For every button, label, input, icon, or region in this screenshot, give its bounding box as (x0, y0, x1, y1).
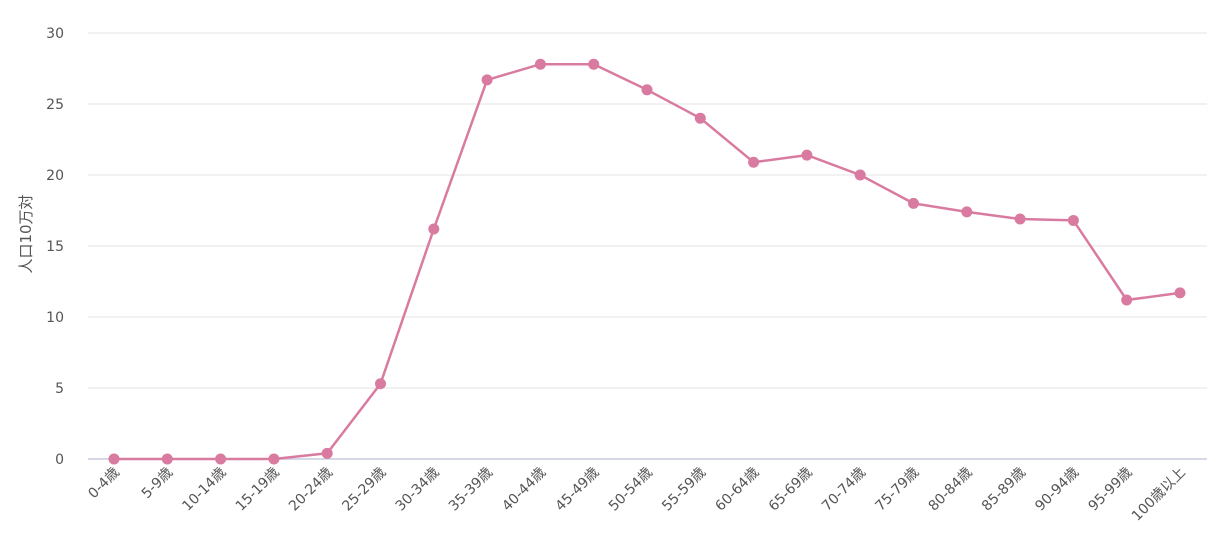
x-tick-label: 55-59歳 (659, 465, 709, 515)
data-point[interactable] (1014, 213, 1026, 225)
data-point[interactable] (321, 447, 333, 459)
y-tick-label: 20 (46, 168, 64, 184)
x-tick-labels: 0-4歳 5-9歳 10-14歳 15-19歳 20-24歳 25-29歳 30-34歳 35… (85, 465, 1188, 525)
x-tick-label: 25-29歳 (339, 465, 389, 515)
data-point[interactable] (268, 453, 280, 465)
x-tick-label: 45-49歳 (553, 465, 603, 515)
x-tick-label: 70-74歳 (819, 465, 869, 515)
data-point[interactable] (1067, 214, 1079, 226)
x-tick-label: 0-4歳 (85, 465, 122, 502)
data-point[interactable] (481, 74, 493, 86)
data-point[interactable] (801, 149, 813, 161)
data-point[interactable] (161, 453, 173, 465)
grid-lines (88, 32, 1207, 389)
x-tick-label: 30-34歳 (393, 465, 443, 515)
x-tick-label: 65-69歳 (766, 465, 816, 515)
data-point[interactable] (694, 112, 706, 124)
y-tick-label: 15 (46, 239, 64, 255)
y-tick-label: 5 (55, 381, 64, 397)
x-tick-label: 10-14歳 (179, 465, 229, 515)
data-point[interactable] (961, 206, 973, 218)
x-tick-label: 5-9歳 (139, 465, 176, 502)
y-axis-label: 人口10万対 (17, 194, 35, 273)
data-point[interactable] (641, 84, 653, 96)
x-tick-label: 20-24歳 (286, 465, 336, 515)
y-tick-labels: 0 5 10 15 20 25 30 (46, 26, 64, 468)
x-tick-label: 15-19歳 (233, 465, 283, 515)
data-point[interactable] (1121, 294, 1133, 306)
x-tick-label: 90-94歳 (1032, 465, 1082, 515)
x-tick-label: 75-79歳 (872, 465, 922, 515)
data-point[interactable] (428, 223, 440, 235)
data-point[interactable] (215, 453, 227, 465)
data-points (108, 58, 1186, 465)
y-tick-label: 10 (46, 310, 64, 326)
series-line (114, 62, 1181, 461)
data-point[interactable] (534, 58, 546, 70)
data-point[interactable] (748, 156, 760, 168)
y-tick-label: 0 (55, 452, 64, 468)
data-point[interactable] (1174, 287, 1186, 299)
data-point[interactable] (375, 378, 386, 390)
x-tick-label: 100歳以上 (1129, 465, 1189, 525)
x-tick-label: 85-89歳 (979, 465, 1029, 515)
x-tick-label: 95-99歳 (1086, 465, 1136, 515)
y-tick-label: 25 (46, 97, 64, 113)
x-tick-label: 50-54歳 (606, 465, 656, 515)
data-point[interactable] (908, 197, 919, 209)
data-point[interactable] (108, 453, 120, 465)
data-point[interactable] (854, 169, 866, 181)
data-point[interactable] (588, 58, 600, 70)
x-tick-label: 35-39歳 (446, 465, 496, 515)
y-tick-label: 30 (46, 26, 64, 42)
x-tick-label: 40-44歳 (499, 465, 549, 515)
x-tick-label: 60-64歳 (712, 465, 762, 515)
x-tick-label: 80-84歳 (926, 465, 976, 515)
